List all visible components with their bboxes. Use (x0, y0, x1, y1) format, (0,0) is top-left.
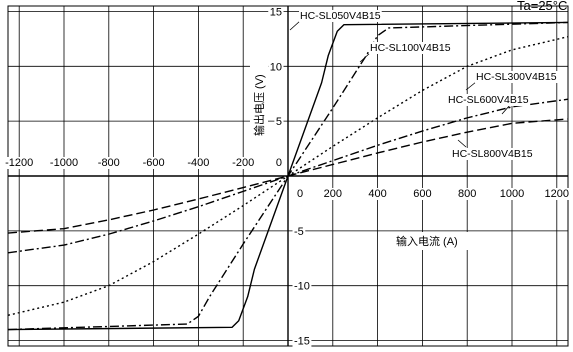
tick-label: 1000 (500, 188, 524, 200)
ylabel-bg (250, 46, 268, 140)
tick-label-bg (498, 188, 526, 200)
tick-label-bg (292, 280, 312, 293)
series-label-bg (369, 42, 452, 54)
tick-label-bg (295, 188, 305, 200)
series-label-bg (299, 10, 382, 22)
tick-label: -1200 (5, 157, 33, 169)
tick-label-bg (96, 157, 122, 169)
tick-label-bg (268, 61, 284, 74)
series-label-hc-sl100v4b15: HC-SL100V4B15 (370, 42, 451, 54)
tick-label: 200 (324, 188, 342, 200)
tick-label-bg (3, 157, 35, 169)
tick-label: 600 (413, 188, 431, 200)
tick-label-bg (292, 225, 306, 238)
tick-label-bg (456, 188, 478, 200)
tick-label: 5 (276, 116, 282, 128)
tick-label: 800 (458, 188, 476, 200)
tick-label: 0 (297, 188, 303, 200)
tick-label-bg (411, 188, 434, 200)
tick-label-bg (274, 116, 284, 129)
series-label-leader (465, 81, 477, 91)
series-label-leader (289, 20, 301, 31)
series-label-hc-sl050v4b15: HC-SL050V4B15 (300, 10, 381, 22)
tick-label-bg (543, 188, 571, 200)
tick-label: -1000 (50, 157, 78, 169)
condition-label: Ta=25°C (517, 0, 567, 13)
series-label-leader (501, 104, 511, 115)
tick-label: -5 (294, 226, 304, 238)
series-labels: HC-SL050V4B15 HC-SL100V4B15 HC-SL300V4B15 H… (289, 10, 558, 160)
series-line-hc-sl800v4b15 (7, 118, 569, 234)
series-label-bg (475, 71, 558, 83)
tick-label-bg (141, 157, 167, 169)
series-label-hc-sl300v4b15: HC-SL300V4B15 (476, 71, 557, 83)
tick-label: 10 (270, 61, 282, 73)
tick-label: -600 (143, 157, 165, 169)
tick-label: 1200 (545, 188, 569, 200)
series-label-leader (457, 139, 467, 148)
tick-label-bg (48, 157, 80, 169)
tick-label: -10 (294, 281, 310, 293)
tick-label: 15 (270, 6, 282, 18)
tick-label: 0 (276, 157, 282, 169)
y-axis-label: 输出电压 (V) (252, 74, 266, 136)
series-label-bg (451, 148, 534, 160)
series-label-bg (447, 94, 530, 106)
tick-label-bg (322, 188, 344, 200)
tick-label-bg (268, 6, 284, 19)
tick-label: -400 (187, 157, 209, 169)
series-label-leader (359, 52, 371, 63)
tick-label-bg (274, 157, 284, 169)
tick-label: 400 (368, 188, 386, 200)
tick-label-bg (185, 157, 211, 169)
tick-label: -15 (294, 336, 310, 348)
tick-label-bg (366, 188, 389, 200)
xlabel-bg (390, 232, 486, 250)
tick-label: -800 (98, 157, 120, 169)
series-label-hc-sl800v4b15: HC-SL800V4B15 (452, 148, 533, 160)
tick-label-bg (230, 157, 256, 169)
tick-label-bg (292, 335, 312, 348)
series-label-hc-sl600v4b15: HC-SL600V4B15 (448, 94, 529, 106)
series-group (7, 21, 569, 331)
tick-label: -200 (232, 157, 254, 169)
x-axis-label: 输入电流 (A) (396, 234, 458, 248)
